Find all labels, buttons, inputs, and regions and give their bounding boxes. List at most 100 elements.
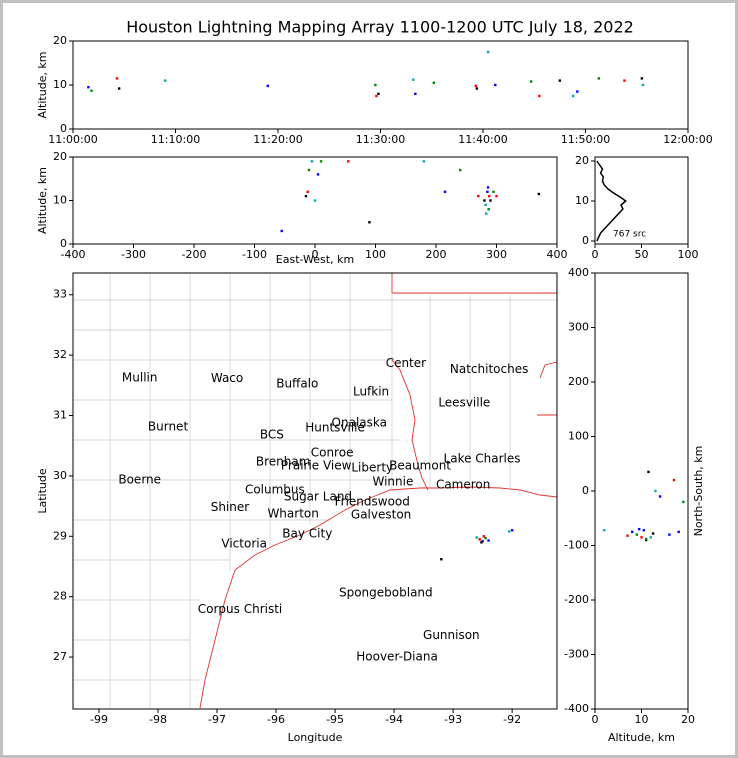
source-point [474, 84, 478, 88]
source-point [494, 83, 497, 87]
x-tick-label: -95 [326, 713, 344, 726]
source-point [603, 529, 606, 532]
place-label: Liberty [351, 461, 393, 475]
x-axis-label: Longitude [288, 731, 343, 744]
place-label: Hoover-Diana [356, 650, 438, 664]
x-tick-label: -96 [267, 713, 285, 726]
x-tick-label: -98 [149, 713, 167, 726]
source-point [316, 173, 320, 176]
place-label: Boerne [118, 473, 161, 487]
source-point [649, 536, 652, 539]
place-label: Center [386, 356, 426, 370]
y-tick-label: 20 [575, 154, 589, 167]
y-tick-label: 20 [53, 34, 67, 47]
place-label: Corpus Christi [198, 602, 283, 616]
map-background [73, 273, 558, 709]
place-label: Shiner [211, 500, 250, 514]
source-point [647, 470, 650, 474]
source-point [651, 532, 655, 535]
source-point [538, 94, 541, 98]
source-point [640, 536, 643, 539]
y-tick-label: 28 [53, 590, 67, 603]
source-point [529, 80, 533, 83]
x-tick-label: 10 [635, 713, 649, 726]
x-tick-label: 11:30:00 [356, 133, 405, 146]
x-tick-label: 20 [681, 713, 695, 726]
x-tick-label: -300 [121, 248, 146, 261]
source-point [631, 530, 634, 534]
y-tick-label: 32 [53, 348, 67, 361]
source-point [495, 194, 498, 198]
source-point [642, 529, 646, 532]
x-tick-label: -97 [208, 713, 226, 726]
source-point [658, 495, 662, 498]
source-point [623, 79, 626, 82]
y-tick-label: 10 [53, 194, 67, 207]
y-tick-label: 0 [60, 237, 67, 250]
plot-frame [72, 272, 558, 710]
x-tick-label: 300 [486, 248, 507, 261]
x-tick-label: 0 [592, 713, 599, 726]
source-point [572, 94, 575, 98]
source-point [313, 199, 317, 202]
source-point [90, 89, 93, 92]
place-label: Prairie View [281, 459, 352, 473]
x-tick-label: 100 [365, 248, 386, 261]
x-tick-label: 12:00:00 [663, 133, 712, 146]
y-tick-label: -100 [564, 539, 589, 552]
place-label: Columbus [245, 482, 305, 496]
source-point [484, 536, 487, 540]
source-point [486, 50, 490, 54]
place-label: Lake Charles [444, 451, 521, 465]
place-label: BCS [260, 427, 284, 441]
x-tick-label: -200 [182, 248, 207, 261]
place-label: Galveston [351, 508, 411, 522]
x-tick-label: -100 [242, 248, 267, 261]
y-tick-label: 300 [568, 321, 589, 334]
source-point [307, 168, 311, 172]
source-point [475, 536, 478, 539]
figure-title: Houston Lightning Mapping Array 1100-120… [126, 18, 634, 37]
place-label: Mullin [122, 371, 158, 385]
source-point [507, 530, 511, 533]
place-label: Onalaska [332, 415, 387, 429]
source-point [459, 168, 462, 172]
source-point [422, 160, 426, 163]
source-point [485, 212, 488, 215]
y-axis-label: Altitude, km [36, 51, 49, 118]
place-label: Sugar Land [284, 490, 352, 504]
source-point [414, 92, 417, 95]
source-point [310, 160, 314, 163]
source-point [481, 539, 484, 543]
annotation: 767 src [613, 230, 646, 240]
source-point [164, 79, 167, 82]
source-point [635, 533, 639, 536]
y-tick-label: 0 [582, 234, 589, 247]
place-label: Cameron [436, 477, 490, 491]
place-label: Lufkin [353, 384, 389, 398]
source-point [637, 527, 641, 531]
x-tick-label: 50 [635, 248, 649, 261]
y-axis-label: North-South, km [692, 446, 705, 537]
y-tick-label: 27 [53, 650, 67, 663]
x-tick-label: -99 [90, 713, 108, 726]
source-point [488, 194, 491, 198]
source-point [482, 535, 486, 538]
source-point [375, 94, 378, 98]
y-tick-label: 10 [575, 194, 589, 207]
place-label: Wharton [267, 506, 318, 520]
y-tick-label: 0 [60, 122, 67, 135]
source-point [304, 194, 308, 198]
source-point [576, 90, 579, 93]
x-tick-label: 400 [547, 248, 568, 261]
source-point [492, 190, 495, 193]
place-label: Gunnison [423, 628, 480, 642]
source-point [374, 83, 377, 87]
y-axis-label: Altitude, km [36, 167, 49, 234]
source-point [117, 87, 121, 90]
y-tick-label: 10 [53, 78, 67, 91]
source-point [443, 190, 447, 193]
y-tick-label: 400 [568, 266, 589, 279]
